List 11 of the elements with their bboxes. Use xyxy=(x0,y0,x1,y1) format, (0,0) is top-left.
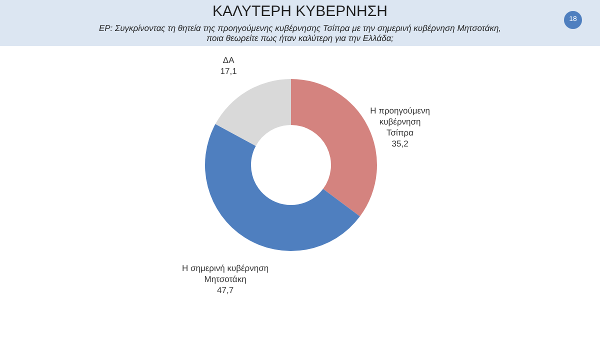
data-label: 17,1 xyxy=(220,66,238,76)
slice-label: Η σημερινή κυβέρνηση Μητσοτάκη xyxy=(182,262,269,284)
data-label: 47,7 xyxy=(217,284,234,295)
slice-label: ΔΑ xyxy=(222,55,235,66)
donut-slice xyxy=(291,79,377,216)
donut-slice xyxy=(205,124,360,251)
data-label: 35,2 xyxy=(392,138,409,148)
donut-slice xyxy=(215,79,291,146)
chart-subtitle: ΕΡ: Συγκρίνοντας τη θητεία της προηγούμενης κυβέρνησης Τσίπρα με την σημερινή κυβέρνηση Μητσοτάκη, ποια θεωρείτε πως ήταν καλύτερη για την Ελλάδα; xyxy=(98,23,502,43)
chart-title: ΚΑΛΥΤΕΡΗ ΚΥΒΕΡΝΗΣΗ xyxy=(212,3,388,20)
slice-label: Η προηγούμενη κυβέρνηση Τσίπρα xyxy=(370,105,430,138)
